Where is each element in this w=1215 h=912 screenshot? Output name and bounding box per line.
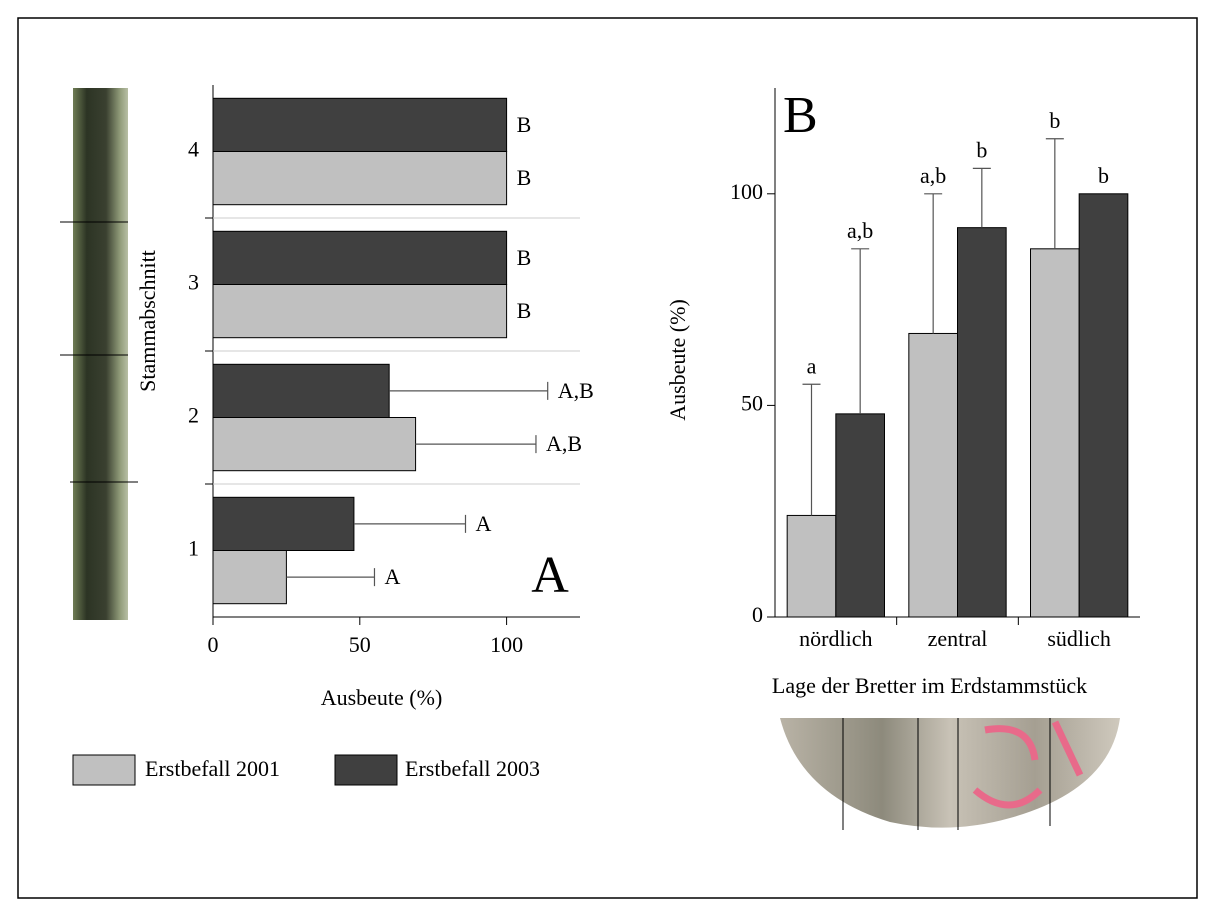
bar [212, 417, 417, 472]
significance-label: A,B [558, 378, 594, 403]
y-axis-title: Ausbeute (%) [665, 299, 690, 421]
y-tick-label: 50 [741, 390, 763, 415]
significance-label: B [517, 112, 532, 137]
x-tick-label: 50 [349, 632, 371, 657]
x-tick-label: zentral [928, 626, 988, 651]
bar [1078, 193, 1129, 618]
significance-label: a [807, 353, 817, 378]
error-bar [972, 167, 991, 228]
x-axis-title: Lage der Bretter im Erdstammstück [772, 673, 1087, 698]
panel-label: B [783, 87, 818, 144]
log-photo [780, 718, 1120, 828]
x-tick-label: 100 [490, 632, 523, 657]
legend-swatch [334, 754, 398, 786]
log-marking [972, 720, 1084, 809]
significance-label: B [517, 245, 532, 270]
panel-label: A [531, 547, 569, 604]
legend-label: Erstbefall 2003 [405, 756, 540, 781]
significance-label: a,b [920, 163, 946, 188]
y-tick-label: 0 [752, 602, 763, 627]
error-bar [924, 193, 943, 334]
bar [908, 332, 958, 618]
y-tick-label: 4 [188, 137, 199, 162]
bar [1030, 248, 1080, 618]
significance-label: B [517, 298, 532, 323]
bar [212, 97, 508, 153]
bar [212, 363, 390, 418]
bar [212, 230, 508, 286]
significance-label: a,b [847, 218, 873, 243]
significance-label: A [384, 564, 400, 589]
significance-label: A [475, 511, 491, 536]
x-tick-label: 0 [208, 632, 219, 657]
y-tick-label: 100 [730, 179, 763, 204]
significance-label: A,B [546, 431, 582, 456]
bar [835, 413, 885, 618]
error-bar [415, 435, 537, 454]
y-axis-title: Stammabschnitt [135, 250, 160, 392]
x-tick-label: südlich [1047, 626, 1111, 651]
bar [957, 227, 1007, 618]
x-axis-title: Ausbeute (%) [321, 685, 443, 710]
tree-photo [73, 88, 128, 620]
charts: 0 50 100 Ausbeute (%) Stammabschnitt A 1 A A 2 A,B… [135, 85, 1140, 710]
error-bar [286, 568, 376, 587]
board-lines [842, 718, 1051, 830]
legend-swatch [72, 754, 136, 786]
legend-label: Erstbefall 2001 [145, 756, 280, 781]
error-bar [389, 381, 549, 400]
y-tick-label: 2 [188, 403, 199, 428]
error-bar [851, 248, 870, 414]
bar [786, 514, 837, 618]
significance-label: B [517, 165, 532, 190]
bar [212, 550, 287, 605]
bar [212, 496, 355, 551]
x-tick-label: nördlich [799, 626, 872, 651]
significance-label: b [1098, 163, 1109, 188]
error-bar [802, 383, 821, 516]
error-bar [1045, 138, 1064, 249]
significance-label: b [1049, 108, 1060, 133]
bar [212, 284, 508, 339]
bar [212, 151, 508, 206]
significance-label: b [976, 137, 987, 162]
error-bar [353, 514, 467, 533]
y-tick-label: 3 [188, 270, 199, 295]
y-tick-label: 1 [188, 536, 199, 561]
